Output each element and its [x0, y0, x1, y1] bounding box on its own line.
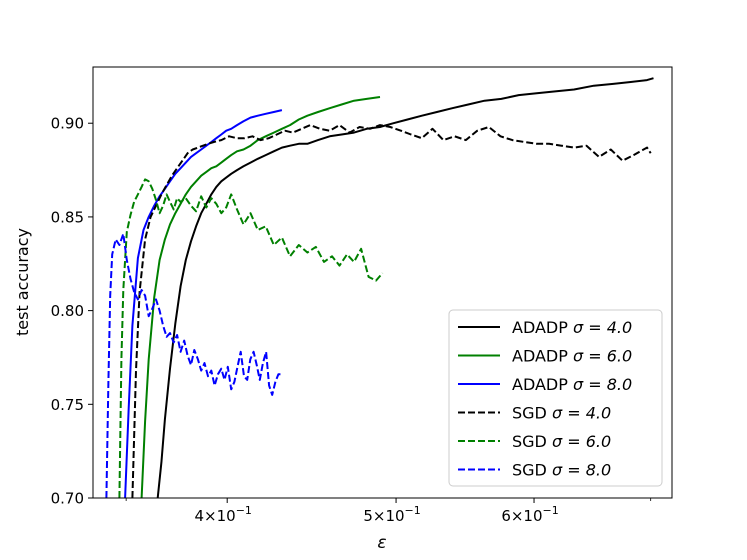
series-line-3 [124, 109, 283, 498]
legend-label-1: ADADP σ = 4.0 [512, 318, 632, 337]
legend-label-4: SGD σ = 4.0 [512, 404, 611, 423]
y-axis: 0.70 0.75 0.80 0.85 0.90 [51, 115, 93, 508]
legend: ADADP σ = 4.0 ADADP σ = 6.0 ADADP σ = 8.0 S… [448, 309, 663, 487]
plot-frame [92, 66, 673, 499]
legend-label-5: SGD σ = 6.0 [512, 432, 611, 451]
x-tick-label: 4×10−1 [194, 504, 251, 525]
y-tick-label: 0.75 [51, 396, 84, 414]
series-line-2 [140, 96, 381, 498]
legend-label-3: ADADP σ = 8.0 [512, 375, 632, 394]
y-tick-label: 0.80 [51, 302, 84, 320]
x-axis: 4×10−1 5×10−1 6×10−1 [125, 498, 652, 525]
series-line-4 [131, 124, 652, 498]
x-axis-label: ε [377, 533, 386, 553]
series-layer [105, 77, 654, 498]
y-tick-label: 0.85 [51, 208, 84, 226]
legend-label-2: ADADP σ = 6.0 [512, 347, 632, 366]
series-line-6 [105, 232, 282, 498]
x-tick-label: 5×10−1 [363, 504, 420, 525]
series-line-5 [118, 178, 384, 498]
y-tick-label: 0.90 [51, 115, 84, 133]
series-line-1 [156, 77, 654, 498]
legend-box [448, 309, 663, 487]
y-tick-label: 0.70 [51, 490, 84, 508]
y-axis-label: test accuracy [13, 228, 32, 336]
x-tick-label: 6×10−1 [501, 504, 558, 525]
legend-label-6: SGD σ = 8.0 [512, 461, 611, 480]
